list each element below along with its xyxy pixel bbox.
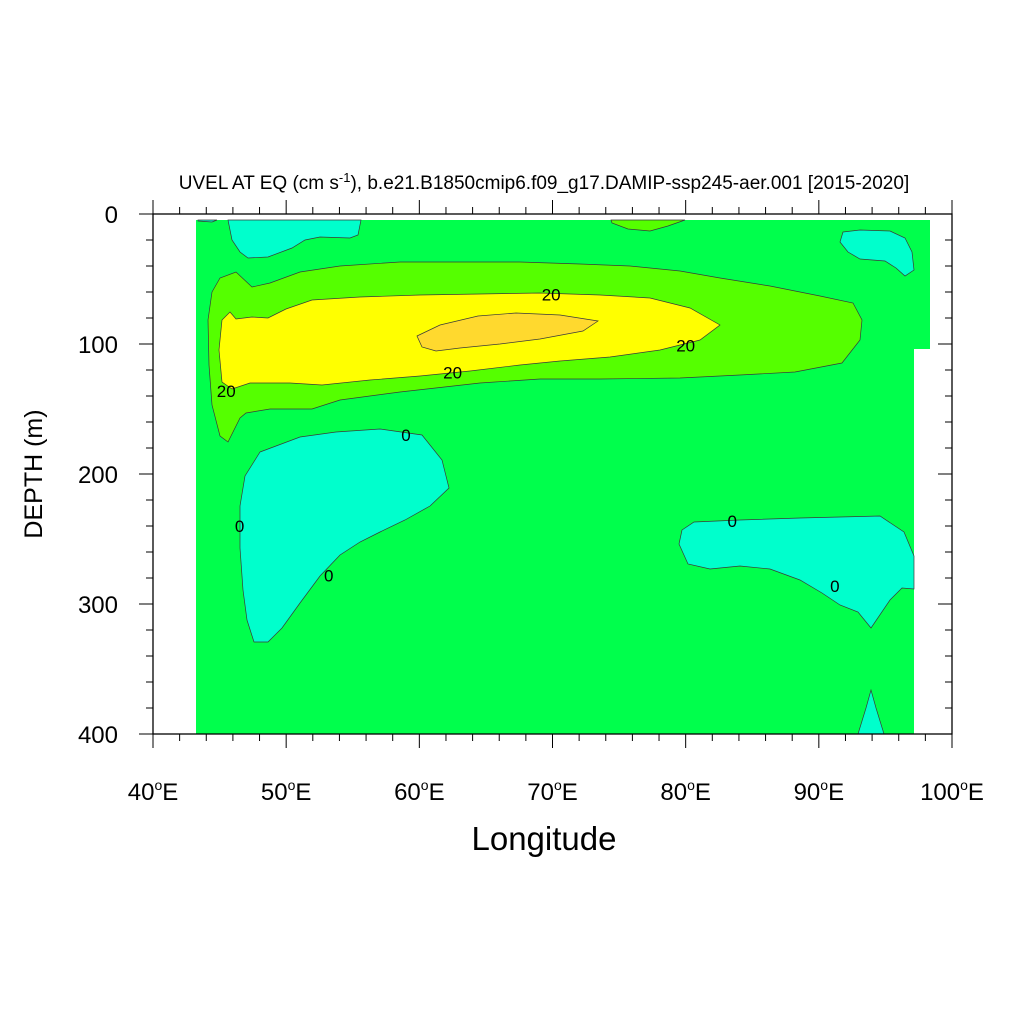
- contour-label: 0: [324, 566, 333, 585]
- contour-label: 20: [542, 286, 561, 305]
- region-negative-top: [227, 219, 362, 259]
- plot-area: 20 20 20 20 0 0 0 0 0: [152, 213, 953, 735]
- y-axis-tick-labels: 0 100 200 300 400: [78, 202, 118, 749]
- x-tick-label: 60oE: [394, 777, 445, 806]
- x-axis-ticks: [152, 200, 953, 748]
- region-high-positive-core: [416, 312, 599, 352]
- y-tick-label: 300: [78, 592, 118, 619]
- y-tick-label: 200: [78, 462, 118, 489]
- x-axis-title: Longitude: [472, 820, 617, 857]
- region-negative-top-right: [839, 229, 915, 277]
- contour-label: 0: [401, 426, 410, 445]
- region-negative-east-deep: [678, 515, 915, 629]
- y-tick-label: 0: [105, 202, 118, 229]
- x-tick-label: 40oE: [128, 777, 179, 806]
- x-tick-label: 90oE: [794, 777, 845, 806]
- x-tick-label: 100oE: [920, 777, 984, 806]
- contour-label: 20: [676, 336, 695, 355]
- contour-label: 0: [728, 512, 737, 531]
- contour-labels: 20 20 20 20 0 0 0 0 0: [217, 286, 840, 596]
- contour-label: 0: [830, 577, 839, 596]
- contour-label: 20: [217, 382, 236, 401]
- region-negative-west-deep: [239, 428, 450, 643]
- x-tick-label: 50oE: [261, 777, 312, 806]
- y-axis-ticks: [139, 213, 952, 735]
- contour-label: 20: [443, 364, 462, 383]
- contour-label: 0: [235, 517, 244, 536]
- x-axis-tick-labels: 40oE 50oE 60oE 70oE 80oE 90oE 100oE: [128, 777, 984, 806]
- region-low-positive-surface: [610, 219, 686, 232]
- y-tick-label: 100: [78, 332, 118, 359]
- x-tick-label: 70oE: [527, 777, 578, 806]
- y-axis-title: DEPTH (m): [20, 409, 48, 538]
- chart-title: UVEL AT EQ (cm s-1), b.e21.B1850cmip6.f0…: [179, 170, 909, 194]
- region-negative-top-left: [197, 219, 218, 223]
- y-tick-label: 400: [78, 722, 118, 749]
- x-tick-label: 80oE: [660, 777, 711, 806]
